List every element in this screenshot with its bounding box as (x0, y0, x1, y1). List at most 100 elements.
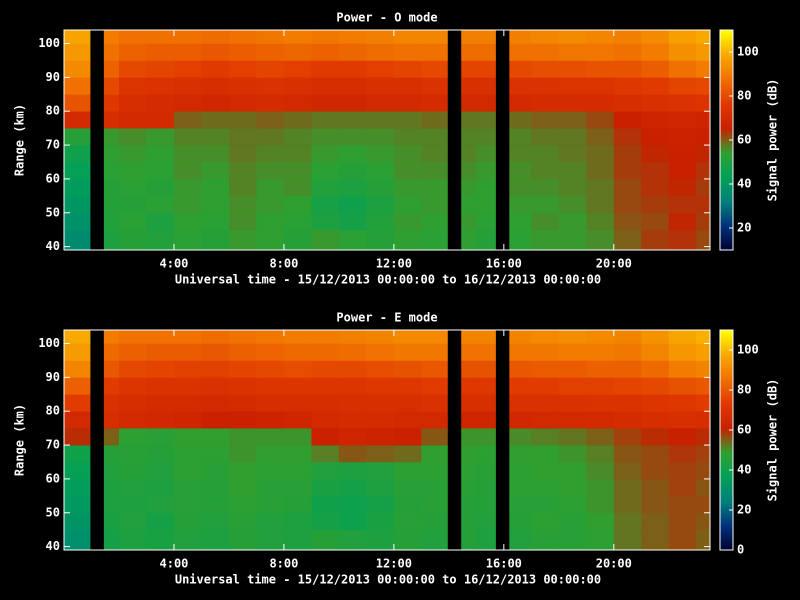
heatmap-cell (118, 512, 147, 530)
colorbar-segment (720, 116, 733, 119)
heatmap-cell (421, 162, 448, 180)
x-axis-label: Universal time - 15/12/2013 00:00:00 to … (175, 273, 601, 287)
heatmap-cell (366, 94, 395, 112)
colorbar-segment (720, 106, 733, 109)
colorbar-tick-label: 40 (737, 463, 751, 477)
heatmap-cell (366, 145, 395, 163)
y-tick-label: 40 (46, 539, 60, 553)
colorbar-segment (720, 528, 733, 531)
heatmap-cell (421, 229, 448, 251)
heatmap-cell (256, 478, 285, 497)
heatmap-cell (393, 178, 422, 197)
heatmap-cell (668, 377, 697, 395)
heatmap-cell (256, 512, 285, 530)
colorbar-segment (720, 388, 733, 391)
heatmap-cell (146, 111, 175, 129)
colorbar-segment (720, 496, 733, 499)
heatmap-cell (558, 128, 587, 146)
heatmap-cell (256, 60, 285, 78)
heatmap-cell (283, 128, 312, 146)
heatmap-cell (641, 30, 670, 44)
heatmap-cell (228, 145, 257, 163)
heatmap-cell (103, 330, 120, 344)
colorbar-segment (720, 516, 733, 519)
heatmap-cell (311, 428, 340, 446)
heatmap-cell (311, 77, 340, 95)
heatmap-cell (586, 495, 615, 514)
heatmap-cell (366, 428, 395, 446)
heatmap-cell (283, 529, 312, 551)
heatmap-cell (461, 377, 477, 395)
heatmap-cell (476, 512, 496, 530)
heatmap-cell (118, 330, 147, 344)
heatmap-cell (421, 128, 448, 146)
colorbar-segment (720, 230, 733, 233)
heatmap-cell (531, 145, 560, 163)
colorbar-segment (720, 370, 733, 373)
heatmap-cell (64, 495, 91, 514)
heatmap-cell (201, 529, 230, 551)
colorbar-segment (720, 98, 733, 101)
colorbar-segment (720, 50, 733, 53)
colorbar-segment (720, 482, 733, 485)
heatmap-cell (366, 478, 395, 497)
heatmap-cell (64, 478, 91, 497)
colorbar-segment (720, 190, 733, 193)
heatmap-cell (613, 212, 642, 230)
colorbar-segment (720, 144, 733, 147)
heatmap-cell (531, 330, 560, 344)
colorbar-segment (720, 530, 733, 533)
heatmap-cell (641, 94, 670, 112)
heatmap-cell (64, 529, 91, 551)
colorbar-segment (720, 416, 733, 419)
colorbar-segment (720, 228, 733, 231)
heatmap-cell (283, 94, 312, 112)
colorbar-segment (720, 462, 733, 465)
heatmap-cell (586, 111, 615, 129)
heatmap-cell (509, 178, 532, 197)
y-tick-label: 90 (46, 70, 60, 84)
colorbar-segment (720, 104, 733, 107)
colorbar-segment (720, 340, 733, 343)
colorbar-segment (720, 212, 733, 215)
heatmap-cell (201, 229, 230, 251)
heatmap-cell (509, 360, 532, 378)
colorbar-segment (720, 378, 733, 381)
x-tick-label: 8:00 (269, 557, 298, 571)
heatmap-cell (586, 43, 615, 61)
heatmap-cell (421, 145, 448, 163)
colorbar-segment (720, 430, 733, 433)
heatmap-cell (103, 512, 120, 530)
colorbar-segment (720, 248, 733, 251)
heatmap-cell (366, 195, 395, 214)
colorbar-segment (720, 132, 733, 135)
heatmap-cell (201, 178, 230, 197)
heatmap-cell (103, 478, 120, 497)
heatmap-cell (228, 495, 257, 514)
colorbar-segment (720, 380, 733, 383)
colorbar-segment (720, 200, 733, 203)
heatmap-cell (586, 145, 615, 163)
heatmap-cell (613, 411, 642, 429)
heatmap-cell (64, 343, 91, 361)
colorbar-tick-label: 80 (737, 383, 751, 397)
colorbar-segment (720, 218, 733, 221)
colorbar-segment (720, 86, 733, 89)
heatmap-cell (283, 178, 312, 197)
heatmap-cell (393, 229, 422, 251)
colorbar-segment (720, 140, 733, 143)
colorbar-segment (720, 174, 733, 177)
colorbar-segment (720, 136, 733, 139)
heatmap-cell (64, 212, 91, 230)
heatmap-cell (586, 229, 615, 251)
heatmap-cell (531, 377, 560, 395)
heatmap-cell (146, 30, 175, 44)
heatmap-cell (366, 330, 395, 344)
heatmap-cell (64, 512, 91, 530)
heatmap-cell (461, 330, 477, 344)
colorbar-segment (720, 220, 733, 223)
colorbar-segment (720, 538, 733, 541)
heatmap-cell (118, 495, 147, 514)
heatmap-cell (421, 212, 448, 230)
